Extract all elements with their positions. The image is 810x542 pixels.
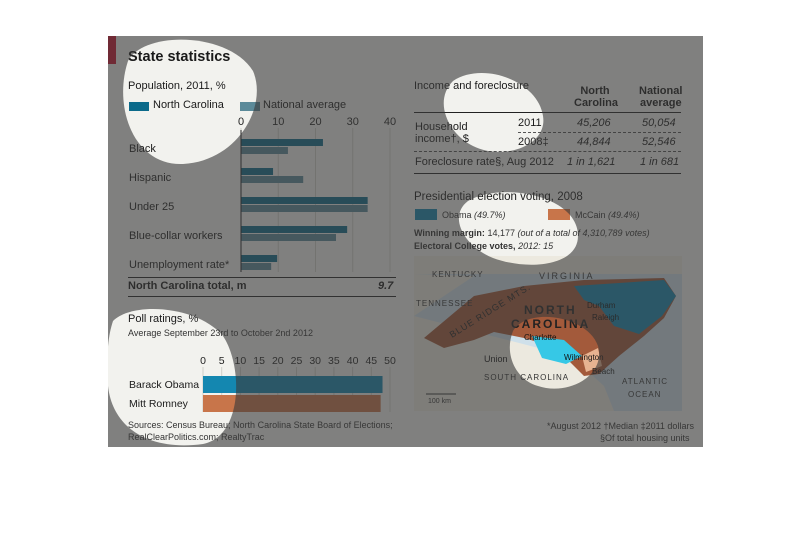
- income-col-nat-2: average: [640, 97, 682, 109]
- label-scale: 100 km: [428, 398, 451, 405]
- north-carolina-map: KENTUCKY VIRGINIA TENNESSEE BLUE RIDGE M…: [414, 256, 682, 411]
- income-row1-label-1: Household: [415, 121, 468, 133]
- electoral-votes: Electoral College votes, 2012: 15: [414, 241, 554, 251]
- income-header-rule: [414, 112, 681, 113]
- label-myrtle-beach: Beach: [592, 367, 615, 376]
- income-row1-dashed-rule: [518, 132, 681, 133]
- poll-tick-label: 30: [309, 355, 321, 367]
- poll-tick-label: 50: [384, 355, 396, 367]
- poll-tick-label: 25: [291, 355, 303, 367]
- income-row2-label: Foreclosure rate§, Aug 2012: [415, 156, 554, 168]
- label-tennessee: TENNESSEE: [416, 299, 473, 308]
- income-heading: Income and foreclosure: [414, 80, 529, 92]
- income-row1a-year: 2011: [518, 117, 542, 129]
- label-union: Union: [484, 354, 508, 364]
- income-col-nc-1: North: [580, 85, 610, 97]
- sources-line-1: Sources: Census Bureau; North Carolina S…: [128, 420, 393, 430]
- label-kentucky: KENTUCKY: [432, 270, 484, 279]
- label-nc-2: CAROLINA: [511, 317, 590, 331]
- income-row2-nat: 1 in 681: [640, 156, 680, 168]
- poll-tick-label: 20: [272, 355, 284, 367]
- income-row1a-nc: 45,206: [577, 117, 611, 129]
- legend-swatch-obama: [415, 209, 437, 220]
- poll-tick-label: 15: [253, 355, 265, 367]
- footnote-line-1: *August 2012 †Median ‡2011 dollars: [547, 421, 694, 431]
- winning-margin: Winning margin: 14,177 (out of a total o…: [414, 228, 650, 238]
- poll-category-label: Mitt Romney: [129, 398, 189, 410]
- poll-tick-label: 0: [200, 355, 206, 367]
- label-virginia: VIRGINIA: [539, 271, 595, 281]
- income-col-nc-2: Carolina: [574, 97, 619, 109]
- label-charlotte: Charlotte: [524, 333, 557, 342]
- label-south-carolina: SOUTH CAROLINA: [484, 373, 569, 382]
- election-heading: Presidential election voting, 2008: [414, 191, 583, 203]
- footnote-line-2: §Of total housing units: [600, 433, 690, 443]
- poll-bar-romney: [203, 395, 381, 412]
- label-nc-1: NORTH: [524, 303, 577, 317]
- income-row2-nc: 1 in 1,621: [567, 156, 616, 168]
- income-row2-dashed-rule: [414, 151, 681, 152]
- label-atlantic: ATLANTIC: [622, 377, 668, 386]
- poll-tick-label: 40: [347, 355, 359, 367]
- income-row1-label-2: income†, $: [415, 133, 469, 145]
- income-row1b-nat: 52,546: [642, 136, 676, 148]
- label-ocean: OCEAN: [628, 390, 661, 399]
- poll-category-label: Barack Obama: [129, 379, 199, 391]
- legend-label-obama: Obama (49.7%): [442, 210, 506, 220]
- label-raleigh: Raleigh: [592, 313, 619, 322]
- label-wilmington: Wilmington: [564, 353, 604, 362]
- poll-tick-label: 45: [365, 355, 377, 367]
- sources-line-2: RealClearPolitics.com; RealtyTrac: [128, 432, 265, 442]
- legend-label-mccain: McCain (49.4%): [575, 210, 640, 220]
- poll-tick-label: 35: [328, 355, 340, 367]
- poll-tick-label: 10: [235, 355, 247, 367]
- legend-swatch-mccain: [548, 209, 570, 220]
- income-row1b-nc: 44,844: [577, 136, 611, 148]
- income-row1b-year: 2008‡: [518, 136, 549, 148]
- poll-tick-label: 5: [219, 355, 225, 367]
- income-row1a-nat: 50,054: [642, 117, 676, 129]
- label-durham: Durham: [587, 301, 616, 310]
- poll-bar-obama: [203, 376, 383, 393]
- income-bottom-rule: [414, 173, 681, 174]
- income-col-nat-1: National: [639, 85, 683, 97]
